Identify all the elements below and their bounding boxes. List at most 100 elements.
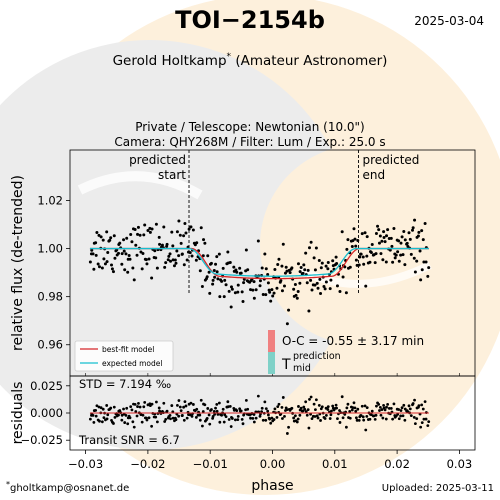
flux-data-point xyxy=(256,239,260,243)
residual-data-point xyxy=(297,405,300,408)
flux-data-point xyxy=(319,266,323,270)
residual-data-point xyxy=(326,408,330,411)
flux-data-point xyxy=(110,263,113,267)
flux-data-point xyxy=(304,251,308,255)
residual-data-point xyxy=(203,403,207,407)
flux-data-point xyxy=(175,230,179,234)
predicted-boundary-label: predicted xyxy=(362,153,419,167)
observer-asterisk: * xyxy=(226,52,232,62)
flux-data-point xyxy=(424,260,428,264)
flux-data-point xyxy=(420,268,424,272)
flux-data-point xyxy=(109,236,113,240)
residual-data-point xyxy=(174,418,178,422)
flux-data-point xyxy=(147,257,151,261)
residual-data-point xyxy=(199,398,203,402)
residual-data-point xyxy=(281,417,284,420)
residual-data-point xyxy=(177,399,181,402)
flux-data-point xyxy=(191,228,195,232)
flux-data-point xyxy=(217,252,221,256)
residual-data-point xyxy=(220,413,224,417)
residual-data-point xyxy=(277,402,281,406)
residual-data-point xyxy=(413,398,416,402)
flux-data-point xyxy=(123,268,127,272)
flux-data-point xyxy=(314,246,318,250)
flux-data-point xyxy=(351,239,355,243)
flux-data-point xyxy=(167,254,171,258)
residual-data-point xyxy=(276,405,280,409)
flux-data-point xyxy=(361,255,365,259)
flux-data-point xyxy=(413,218,417,222)
flux-data-point xyxy=(212,268,216,272)
residual-data-point xyxy=(378,405,382,409)
flux-data-point xyxy=(416,234,420,238)
residual-data-point xyxy=(299,406,303,410)
residual-data-point xyxy=(380,408,384,412)
flux-data-point xyxy=(405,241,409,245)
residual-data-point xyxy=(112,422,115,425)
flux-data-point xyxy=(171,258,175,262)
predicted-boundary-label-2: start xyxy=(158,168,186,182)
residual-data-point xyxy=(135,414,139,418)
residual-data-point xyxy=(269,421,273,425)
flux-data-point xyxy=(287,308,291,312)
flux-data-point xyxy=(270,288,274,292)
flux-data-point xyxy=(173,258,177,262)
residual-data-point xyxy=(368,417,372,421)
residual-data-point xyxy=(312,402,316,406)
residual-data-point xyxy=(350,408,354,412)
flux-data-point xyxy=(382,235,386,239)
residual-data-point xyxy=(246,407,250,411)
flux-data-point xyxy=(165,242,169,246)
flux-data-point xyxy=(190,254,194,258)
flux-data-point xyxy=(105,260,109,264)
residual-data-point xyxy=(131,420,135,424)
flux-data-point xyxy=(273,268,277,271)
flux-data-point xyxy=(136,232,140,236)
residual-data-point xyxy=(356,407,360,411)
flux-data-point xyxy=(221,266,225,270)
residual-data-point xyxy=(377,403,381,406)
residual-data-point xyxy=(194,415,198,419)
flux-data-point xyxy=(172,264,176,268)
residual-data-point xyxy=(260,406,264,410)
residual-data-point xyxy=(178,405,182,409)
residual-data-point xyxy=(397,408,400,411)
flux-data-point xyxy=(177,219,181,223)
flux-data-point xyxy=(373,261,377,265)
main-y-tick-label: 0.96 xyxy=(37,338,63,352)
flux-data-point xyxy=(144,258,148,262)
flux-data-point xyxy=(295,296,299,300)
residual-data-point xyxy=(169,417,172,421)
residual-data-point xyxy=(125,406,129,410)
residual-data-point xyxy=(392,402,396,406)
residual-data-point xyxy=(320,405,324,409)
flux-data-point xyxy=(244,248,248,252)
residual-data-point xyxy=(287,425,290,429)
residual-data-point xyxy=(182,405,186,409)
residual-data-point xyxy=(420,421,424,424)
flux-data-point xyxy=(188,251,192,255)
flux-data-point xyxy=(294,293,298,297)
flux-data-point xyxy=(125,236,129,240)
flux-data-point xyxy=(385,234,389,238)
flux-data-point xyxy=(208,291,212,295)
flux-data-point xyxy=(266,281,270,285)
residual-data-point xyxy=(290,406,294,410)
residual-data-point xyxy=(214,406,217,410)
residual-data-point xyxy=(240,417,244,421)
flux-data-point xyxy=(419,278,423,282)
flux-data-point xyxy=(105,230,109,234)
flux-data-point xyxy=(365,235,369,239)
flux-data-point xyxy=(252,280,256,284)
residual-data-point xyxy=(208,422,212,426)
flux-data-point xyxy=(92,267,96,271)
residual-data-point xyxy=(105,404,109,407)
residual-data-point xyxy=(244,398,248,402)
residual-data-point xyxy=(191,403,195,406)
oc-indicator-bar xyxy=(268,330,275,352)
residual-data-point xyxy=(215,409,219,413)
flux-data-point xyxy=(130,240,134,244)
residual-data-point xyxy=(267,413,270,417)
residual-data-point xyxy=(426,424,430,427)
flux-data-point xyxy=(160,243,164,247)
